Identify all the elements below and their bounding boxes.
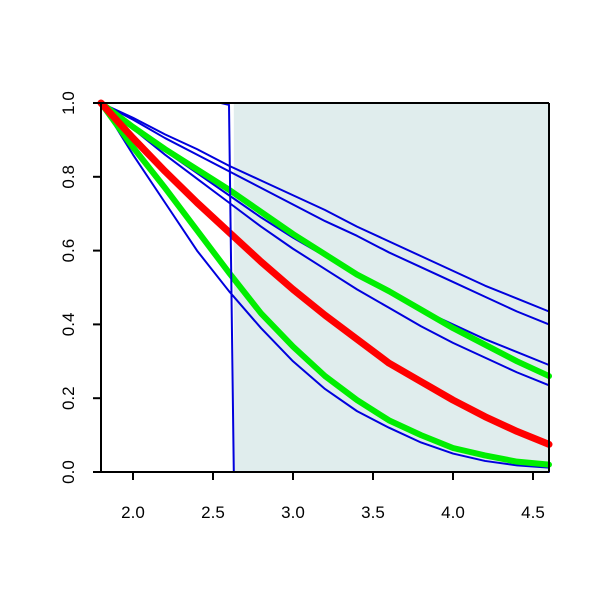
axes [100, 102, 550, 473]
y-tick-label: 0.2 [59, 386, 78, 410]
x-tick-label: 2.5 [201, 503, 225, 522]
series-layer [97, 99, 553, 473]
x-tick-label: 3.0 [281, 503, 305, 522]
x-tick-label: 3.5 [361, 503, 385, 522]
x-axis-ticks: 2.0 2.5 3.0 3.5 4.0 4.5 [121, 472, 545, 522]
y-axis-ticks: 0.0 0.2 0.4 0.6 0.8 1.0 [59, 91, 101, 484]
series-line-7 [98, 100, 552, 468]
series-line-2 [100, 102, 550, 326]
shaded-region [233, 103, 550, 472]
y-tick-label: 0.8 [59, 165, 78, 189]
series-line-6 [98, 100, 552, 380]
y-tick-label: 0.4 [59, 313, 78, 337]
series-line-8 [97, 99, 553, 448]
series-line-4 [100, 102, 550, 387]
x-tick-label: 2.0 [121, 503, 145, 522]
y-tick-label: 0.0 [59, 460, 78, 484]
y-tick-label: 0.6 [59, 239, 78, 263]
x-tick-label: 4.0 [441, 503, 465, 522]
series-line-5 [100, 102, 550, 469]
x-tick-label: 4.5 [521, 503, 545, 522]
series-line-1 [100, 102, 550, 313]
y-tick-label: 1.0 [59, 91, 78, 115]
